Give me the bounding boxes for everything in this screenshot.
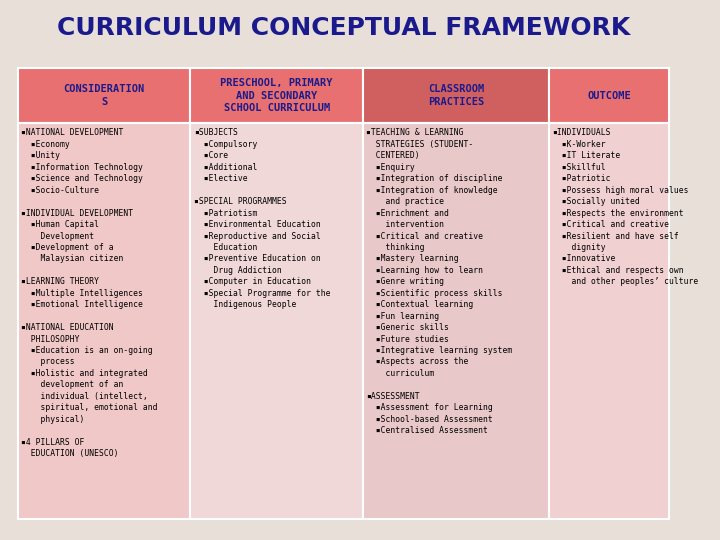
- Text: ▪INDIVIDUALS
  ▪K-Worker
  ▪IT Literate
  ▪Skillful
  ▪Patriotic
  ▪Possess high: ▪INDIVIDUALS ▪K-Worker ▪IT Literate ▪Ski…: [552, 129, 698, 286]
- Text: PRESCHOOL, PRIMARY
AND SECONDARY
SCHOOL CURRICULUM: PRESCHOOL, PRIMARY AND SECONDARY SCHOOL …: [220, 78, 333, 113]
- Text: ▪TEACHING & LEARNING
  STRATEGIES (STUDENT-
  CENTERED)
  ▪Enquiry
  ▪Integratio: ▪TEACHING & LEARNING STRATEGIES (STUDENT…: [366, 129, 513, 435]
- Text: CLASSROOM
PRACTICES: CLASSROOM PRACTICES: [428, 84, 484, 107]
- Text: ▪SUBJECTS
  ▪Compulsory
  ▪Core
  ▪Additional
  ▪Elective

▪SPECIAL PROGRAMMES
 : ▪SUBJECTS ▪Compulsory ▪Core ▪Additional …: [194, 129, 330, 309]
- Text: ▪NATIONAL DEVELOPMENT
  ▪Economy
  ▪Unity
  ▪Information Technology
  ▪Science a: ▪NATIONAL DEVELOPMENT ▪Economy ▪Unity ▪I…: [21, 129, 158, 458]
- Text: CONSIDERATION
S: CONSIDERATION S: [63, 84, 145, 107]
- FancyBboxPatch shape: [18, 123, 190, 519]
- FancyBboxPatch shape: [18, 68, 190, 123]
- Text: OUTCOME: OUTCOME: [588, 91, 631, 100]
- FancyBboxPatch shape: [549, 68, 670, 123]
- Text: CURRICULUM CONCEPTUAL FRAMEWORK: CURRICULUM CONCEPTUAL FRAMEWORK: [57, 16, 630, 40]
- FancyBboxPatch shape: [363, 123, 549, 519]
- FancyBboxPatch shape: [190, 123, 363, 519]
- FancyBboxPatch shape: [363, 68, 549, 123]
- FancyBboxPatch shape: [549, 123, 670, 519]
- FancyBboxPatch shape: [190, 68, 363, 123]
